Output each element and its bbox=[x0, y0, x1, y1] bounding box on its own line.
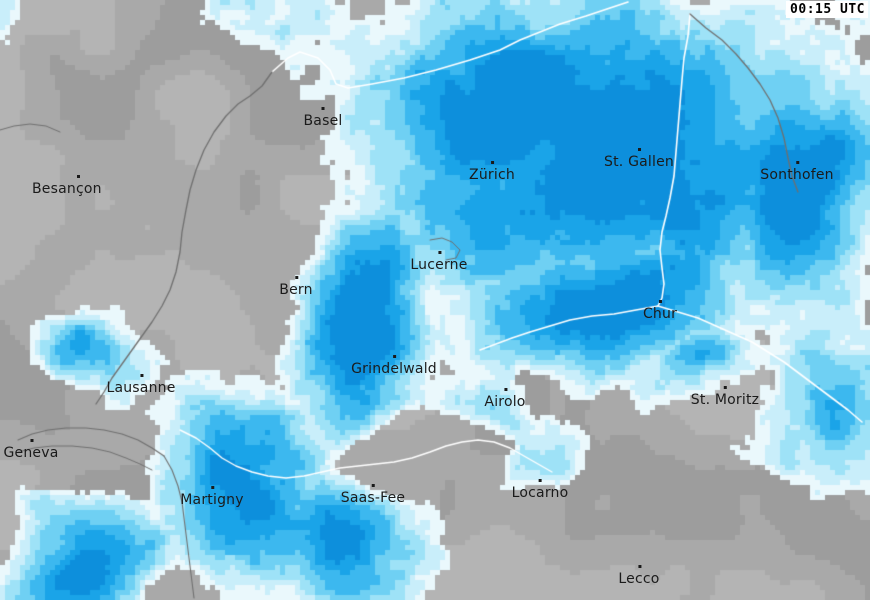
city-label: Chur bbox=[642, 300, 678, 322]
city-marker-dot bbox=[140, 374, 143, 377]
city-label: Zürich bbox=[469, 161, 515, 183]
city-name-text: St. Moritz bbox=[690, 392, 760, 408]
city-marker-dot bbox=[371, 484, 375, 487]
city-marker-dot bbox=[490, 161, 494, 164]
city-label: Saas-Fee bbox=[340, 484, 406, 506]
city-marker-dot bbox=[658, 300, 662, 303]
city-label: Locarno bbox=[511, 479, 569, 501]
city-label: Martigny bbox=[180, 486, 244, 508]
city-name-text: Lausanne bbox=[106, 380, 176, 396]
city-name-text: Airolo bbox=[484, 394, 526, 410]
city-name-text: Basel bbox=[303, 113, 343, 129]
city-marker-dot bbox=[503, 388, 507, 391]
city-name-text: Bern bbox=[279, 282, 313, 298]
city-name-text: Sonthofen bbox=[760, 167, 834, 183]
city-marker-dot bbox=[539, 479, 542, 482]
city-label: Geneva bbox=[3, 439, 59, 461]
city-label: St. Moritz bbox=[690, 386, 760, 408]
city-name-text: Chur bbox=[642, 306, 678, 322]
city-label: Lucerne bbox=[410, 251, 468, 273]
city-label: Basel bbox=[303, 107, 343, 129]
city-name-text: Saas-Fee bbox=[340, 490, 406, 506]
city-name-text: Geneva bbox=[3, 445, 59, 461]
city-label: Grindelwald bbox=[351, 355, 437, 377]
city-name-text: Lecco bbox=[618, 571, 660, 587]
city-marker-dot bbox=[637, 565, 641, 568]
city-marker-dot bbox=[29, 439, 33, 442]
city-marker-dot bbox=[210, 486, 214, 489]
city-name-text: Martigny bbox=[180, 492, 244, 508]
city-label: Besançon bbox=[32, 175, 102, 197]
city-label: Sonthofen bbox=[760, 161, 834, 183]
city-marker-dot bbox=[321, 107, 325, 110]
city-marker-dot bbox=[295, 276, 298, 279]
city-marker-dot bbox=[437, 251, 441, 254]
city-name-text: St. Gallen bbox=[604, 154, 674, 170]
city-label: St. Gallen bbox=[604, 148, 674, 170]
city-name-text: Lucerne bbox=[410, 257, 468, 273]
city-name-text: Besançon bbox=[32, 181, 102, 197]
city-name-text: Grindelwald bbox=[351, 361, 437, 377]
city-marker-dot bbox=[796, 161, 799, 164]
city-marker-dot bbox=[724, 386, 727, 389]
city-name-text: Locarno bbox=[511, 485, 569, 501]
city-marker-dot bbox=[637, 148, 641, 151]
city-label: Lecco bbox=[618, 565, 660, 587]
city-marker-dot bbox=[77, 175, 80, 178]
city-marker-dot bbox=[392, 355, 396, 358]
city-label: Airolo bbox=[484, 388, 526, 410]
timestamp-badge: 00:15 UTC bbox=[786, 1, 868, 18]
city-label: Bern bbox=[279, 276, 313, 298]
city-label: Lausanne bbox=[106, 374, 176, 396]
city-name-text: Zürich bbox=[469, 167, 515, 183]
